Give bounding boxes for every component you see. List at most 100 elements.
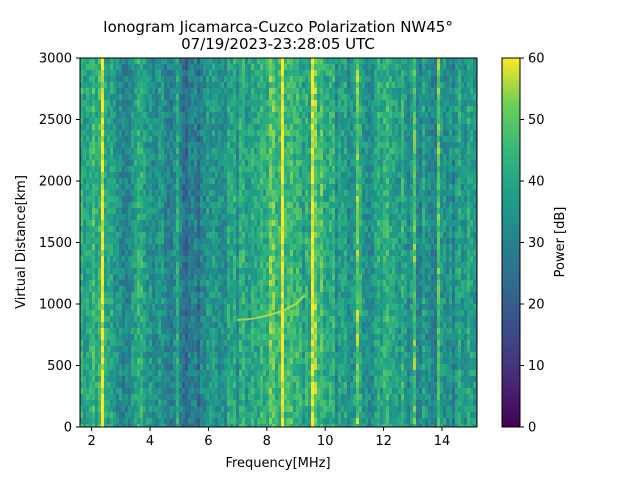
heatmap-cell — [89, 370, 92, 376]
heatmap-cell — [122, 112, 125, 118]
heatmap-cell — [155, 238, 158, 244]
heatmap-cell — [197, 268, 200, 274]
heatmap-cell — [251, 58, 254, 64]
heatmap-cell — [242, 418, 245, 424]
heatmap-cell — [284, 424, 287, 427]
heatmap-cell — [119, 376, 122, 382]
heatmap-cell — [236, 130, 239, 136]
heatmap-cell — [149, 154, 152, 160]
heatmap-cell — [86, 280, 89, 286]
heatmap-cell — [119, 322, 122, 328]
heatmap-cell — [86, 310, 89, 316]
heatmap-cell — [110, 130, 113, 136]
heatmap-cell — [317, 412, 320, 418]
heatmap-cell — [152, 100, 155, 106]
heatmap-cell — [308, 292, 311, 298]
heatmap-cell — [182, 412, 185, 418]
heatmap-cell — [290, 340, 293, 346]
heatmap-cell — [284, 70, 287, 76]
heatmap-cell — [254, 334, 257, 340]
heatmap-cell — [194, 316, 197, 322]
heatmap-cell — [290, 94, 293, 100]
heatmap-cell — [119, 142, 122, 148]
heatmap-cell — [107, 412, 110, 418]
heatmap-cell — [92, 220, 95, 226]
heatmap-cell — [308, 256, 311, 262]
heatmap-cell — [218, 178, 221, 184]
heatmap-cell — [215, 388, 218, 394]
heatmap-cell — [134, 172, 137, 178]
heatmap-cell — [104, 106, 107, 112]
heatmap-cell — [188, 268, 191, 274]
heatmap-cell — [278, 94, 281, 100]
heatmap-cell — [170, 406, 173, 412]
heatmap-cell — [317, 292, 320, 298]
heatmap-cell — [239, 424, 242, 427]
heatmap-cell — [269, 256, 272, 262]
heatmap-cell — [125, 88, 128, 94]
heatmap-cell — [230, 76, 233, 82]
heatmap-cell — [155, 142, 158, 148]
heatmap-cell — [254, 412, 257, 418]
heatmap-cell — [143, 352, 146, 358]
heatmap-cell — [140, 358, 143, 364]
heatmap-cell — [296, 184, 299, 190]
heatmap-cell — [314, 274, 317, 280]
heatmap-cell — [242, 58, 245, 64]
heatmap-cell — [137, 370, 140, 376]
heatmap-cell — [281, 244, 284, 250]
heatmap-cell — [305, 334, 308, 340]
heatmap-cell — [215, 376, 218, 382]
heatmap-cell — [164, 388, 167, 394]
heatmap-cell — [197, 112, 200, 118]
heatmap-cell — [311, 400, 314, 406]
heatmap-cell — [128, 226, 131, 232]
heatmap-cell — [146, 322, 149, 328]
heatmap-cell — [305, 238, 308, 244]
heatmap-cell — [218, 94, 221, 100]
heatmap-cell — [269, 58, 272, 64]
heatmap-cell — [128, 316, 131, 322]
heatmap-cell — [86, 136, 89, 142]
heatmap-cell — [191, 70, 194, 76]
heatmap-cell — [173, 82, 176, 88]
heatmap-cell — [233, 88, 236, 94]
heatmap-cell — [140, 322, 143, 328]
heatmap-cell — [95, 304, 98, 310]
heatmap-cell — [275, 238, 278, 244]
heatmap-cell — [305, 280, 308, 286]
heatmap-cell — [173, 370, 176, 376]
heatmap-cell — [248, 352, 251, 358]
heatmap-cell — [278, 352, 281, 358]
heatmap-cell — [227, 100, 230, 106]
heatmap-cell — [92, 238, 95, 244]
heatmap-cell — [290, 202, 293, 208]
heatmap-cell — [152, 292, 155, 298]
heatmap-cell — [302, 370, 305, 376]
heatmap-cell — [224, 388, 227, 394]
heatmap-cell — [179, 184, 182, 190]
heatmap-cell — [287, 58, 290, 64]
heatmap-cell — [140, 196, 143, 202]
heatmap-cell — [296, 58, 299, 64]
heatmap-cell — [233, 352, 236, 358]
heatmap-cell — [80, 280, 83, 286]
heatmap-cell — [104, 76, 107, 82]
heatmap-cell — [176, 58, 179, 64]
heatmap-cell — [206, 364, 209, 370]
heatmap-cell — [161, 178, 164, 184]
heatmap-cell — [158, 136, 161, 142]
heatmap-cell — [128, 298, 131, 304]
heatmap-cell — [221, 118, 224, 124]
heatmap-cell — [254, 88, 257, 94]
heatmap-cell — [245, 82, 248, 88]
heatmap-cell — [296, 76, 299, 82]
heatmap-cell — [122, 256, 125, 262]
heatmap-cell — [161, 256, 164, 262]
heatmap-cell — [185, 352, 188, 358]
heatmap-cell — [200, 316, 203, 322]
heatmap-cell — [215, 346, 218, 352]
heatmap-cell — [113, 268, 116, 274]
heatmap-cell — [98, 214, 101, 220]
heatmap-cell — [149, 124, 152, 130]
